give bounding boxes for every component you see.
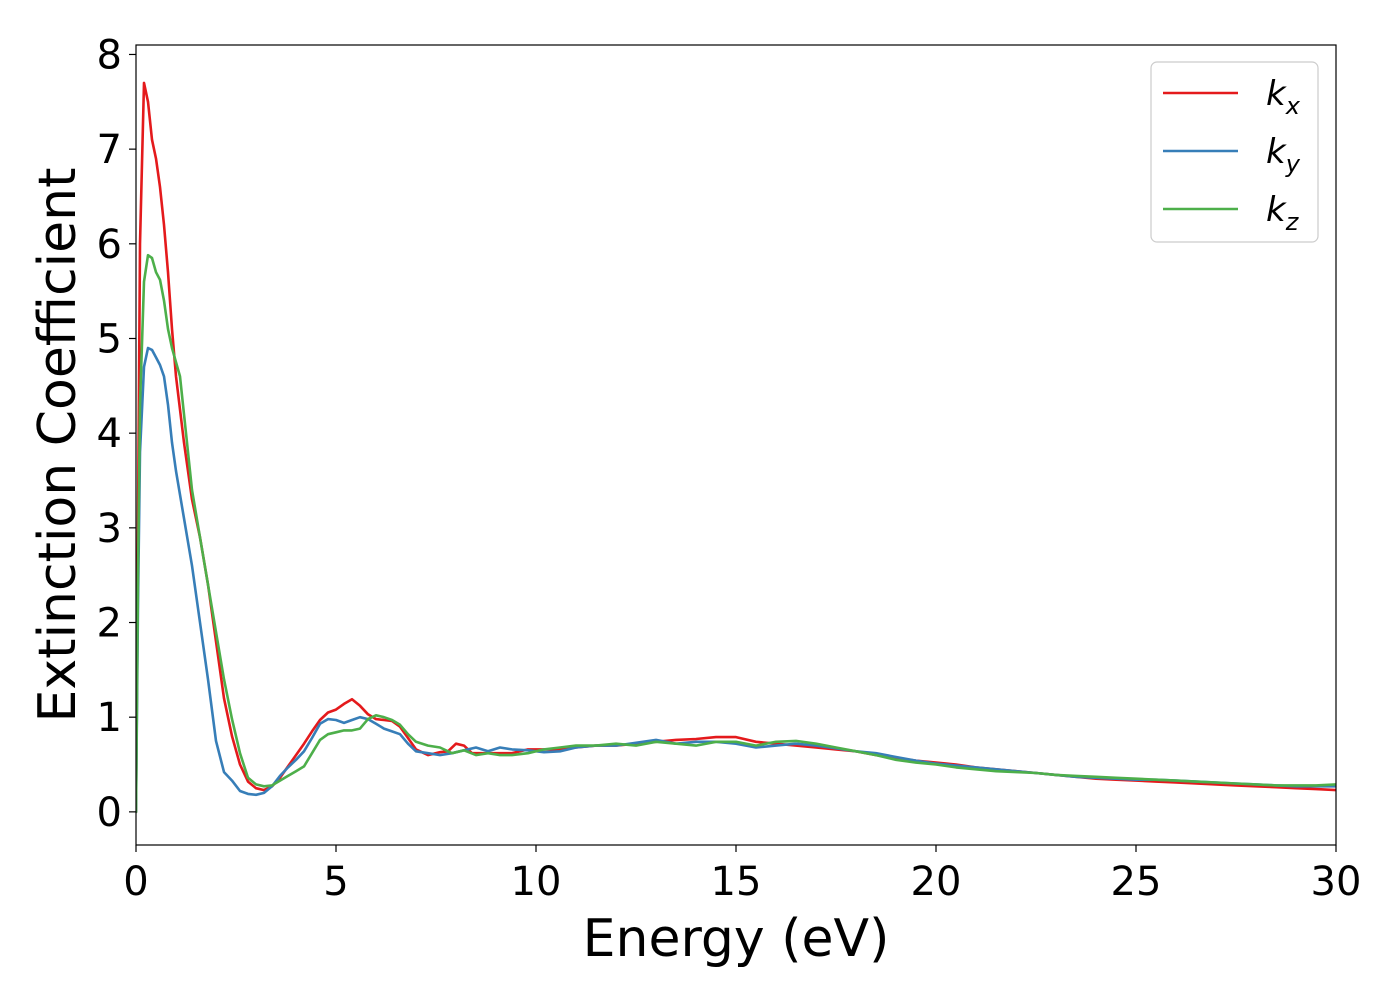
y-tick-label: 4 bbox=[97, 411, 122, 457]
x-tick-label: 20 bbox=[911, 859, 962, 905]
x-axis-title: Energy (eV) bbox=[583, 909, 890, 969]
legend-label: kx bbox=[1266, 74, 1301, 120]
y-tick-label: 0 bbox=[97, 790, 122, 836]
legend: kx ky kz bbox=[1150, 61, 1319, 243]
series-layer bbox=[136, 81, 1336, 814]
y-tick-label: 7 bbox=[97, 127, 122, 173]
y-axis-title: Extinction Coefficient bbox=[28, 168, 88, 723]
y-tick-label: 8 bbox=[97, 32, 122, 78]
y-tick-label: 1 bbox=[97, 695, 122, 741]
x-tick-label: 0 bbox=[123, 859, 148, 905]
y-axis-ticks: 0 1 2 3 4 5 6 7 8 bbox=[97, 32, 136, 836]
series-line-k-z bbox=[136, 253, 1336, 814]
x-axis-ticks: 0 5 10 15 20 25 30 bbox=[123, 845, 1361, 905]
y-tick-label: 3 bbox=[97, 506, 122, 552]
x-tick-label: 15 bbox=[711, 859, 762, 905]
legend-label: ky bbox=[1266, 132, 1301, 178]
y-tick-label: 2 bbox=[97, 601, 122, 647]
x-tick-label: 5 bbox=[323, 859, 348, 905]
y-tick-label: 6 bbox=[97, 222, 122, 268]
x-tick-label: 10 bbox=[511, 859, 562, 905]
legend-label: kz bbox=[1266, 190, 1300, 236]
y-tick-label: 5 bbox=[97, 316, 122, 362]
x-tick-label: 30 bbox=[1311, 859, 1362, 905]
x-tick-label: 25 bbox=[1111, 859, 1162, 905]
